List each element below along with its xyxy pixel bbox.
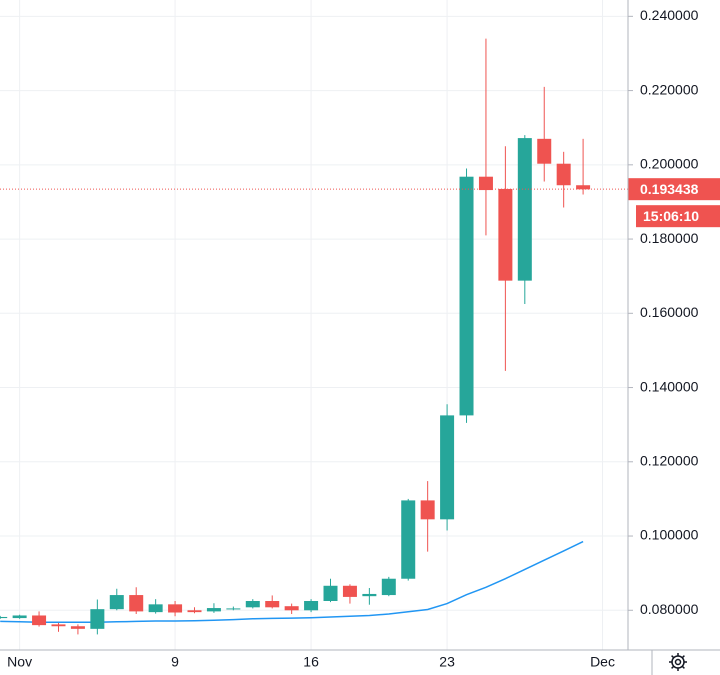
candle-body <box>498 188 513 281</box>
candle-body <box>284 606 299 611</box>
y-tick-label: 0.240000 <box>640 7 699 23</box>
candle-body <box>206 608 221 612</box>
candle-body <box>90 609 105 629</box>
candle-body <box>0 616 8 619</box>
countdown-box <box>636 205 720 228</box>
x-tick-label: Nov <box>7 654 32 670</box>
candle-body <box>32 615 47 626</box>
last-price-box <box>628 178 720 201</box>
y-tick-label: 0.120000 <box>640 452 699 468</box>
y-tick-label: 0.140000 <box>640 378 699 394</box>
candle-body <box>148 604 163 613</box>
x-tick-label: 9 <box>171 654 179 670</box>
candle-body <box>478 176 493 191</box>
candle-body <box>459 176 474 416</box>
candle-body <box>187 610 202 613</box>
candle-body <box>517 138 532 281</box>
last-price-label: 0.193438 <box>640 181 699 197</box>
y-tick-label: 0.200000 <box>640 156 699 172</box>
candle-body <box>109 595 124 610</box>
y-tick-label: 0.160000 <box>640 304 699 320</box>
y-tick-label: 0.100000 <box>640 527 699 543</box>
candle-body <box>576 185 591 190</box>
candle-body <box>226 608 241 610</box>
candle-body <box>304 600 319 611</box>
y-tick-label: 0.180000 <box>640 230 699 246</box>
settings-icon[interactable] <box>669 653 687 671</box>
candle-body <box>420 500 435 520</box>
candle-body <box>265 600 280 608</box>
candle-body <box>556 163 571 186</box>
candle-body <box>401 500 416 579</box>
x-tick-label: 16 <box>303 654 319 670</box>
candle-body <box>323 585 338 601</box>
candle-body <box>381 578 396 596</box>
y-tick-label: 0.080000 <box>640 601 699 617</box>
candle-body <box>440 415 455 520</box>
countdown-label: 15:06:10 <box>643 208 699 224</box>
candle-body <box>342 585 357 597</box>
candle-body <box>362 593 377 597</box>
y-tick-label: 0.220000 <box>640 81 699 97</box>
candle-body <box>51 624 66 627</box>
candle-body <box>12 615 27 619</box>
candle-body <box>245 600 260 608</box>
x-tick-label: 23 <box>439 654 455 670</box>
candle-body <box>129 595 144 612</box>
candle-body <box>537 138 552 164</box>
x-tick-label: Dec <box>590 654 615 670</box>
candle-body <box>168 604 183 613</box>
candle-body <box>70 626 85 629</box>
